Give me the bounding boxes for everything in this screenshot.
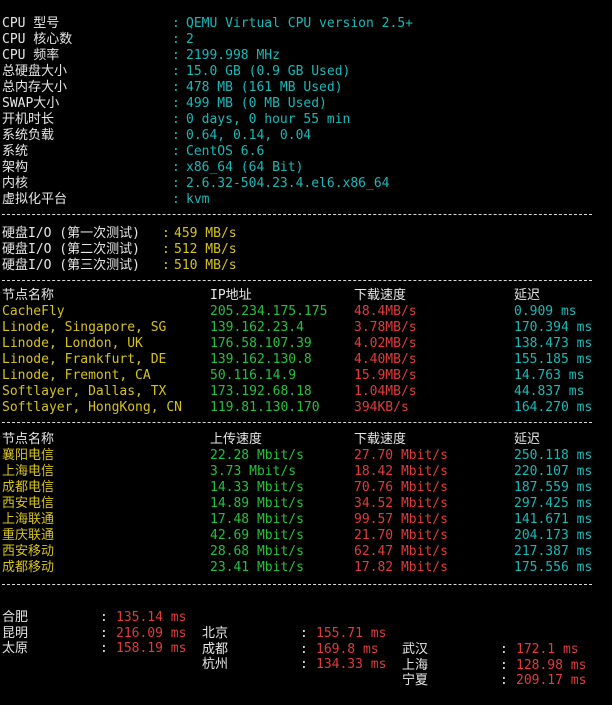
ping-row: 昆明:216.09 ms 成都:169.8 ms 上海:128.98 ms xyxy=(2,626,587,673)
divider xyxy=(2,214,592,215)
divider xyxy=(2,280,592,281)
ping-row: 太原:158.19 ms 杭州:134.33 ms 宁夏:209.17 ms xyxy=(2,641,587,688)
divider xyxy=(2,584,592,585)
divider xyxy=(2,422,592,423)
ping-row: 合肥:135.14 ms 北京:155.71 ms 武汉:172.1 ms xyxy=(2,610,579,657)
